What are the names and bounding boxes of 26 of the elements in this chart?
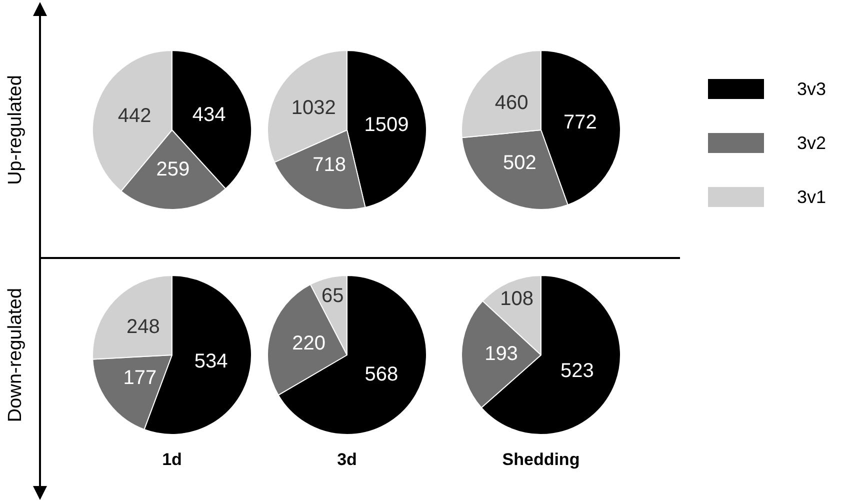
data-label: 259 <box>156 158 190 180</box>
data-label: 772 <box>563 112 597 134</box>
data-label: 460 <box>494 92 528 114</box>
data-label: 568 <box>364 363 398 386</box>
data-label: 193 <box>484 343 518 366</box>
legend-label: 3v3 <box>797 78 826 100</box>
data-label: 434 <box>192 104 226 126</box>
data-label: 1032 <box>291 96 336 119</box>
text: Shedding <box>501 450 581 470</box>
data-label: 108 <box>500 288 534 310</box>
legend-label: 3v1 <box>797 186 826 208</box>
data-label: 1509 <box>364 114 409 136</box>
data-label: 502 <box>503 152 536 174</box>
data-label: 177 <box>123 367 157 390</box>
text: 3d <box>336 450 358 470</box>
legend-label: 3v2 <box>797 132 826 154</box>
data-label: 523 <box>560 360 594 382</box>
text: 1d <box>161 450 183 470</box>
data-label: 534 <box>194 350 228 373</box>
text: Up-regulated <box>5 75 27 185</box>
text: Down-regulated <box>5 288 27 422</box>
data-label: 442 <box>118 104 152 127</box>
data-label: 248 <box>126 316 160 338</box>
data-label: 65 <box>322 284 344 307</box>
data-label: 220 <box>292 332 326 354</box>
data-label: 718 <box>312 154 346 176</box>
